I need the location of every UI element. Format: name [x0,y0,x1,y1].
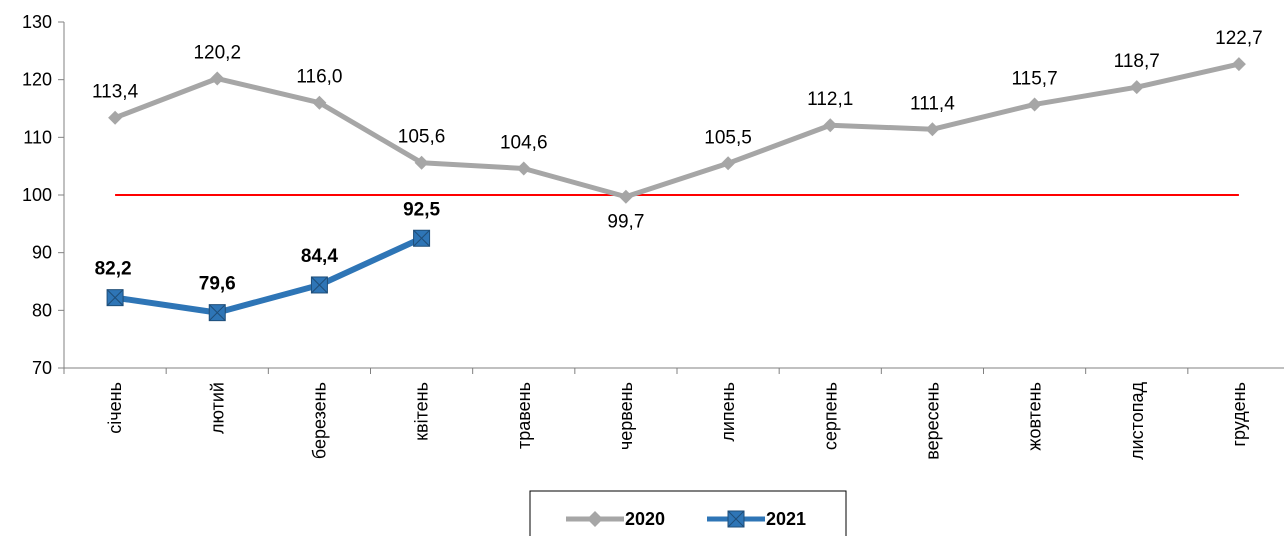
x-tick-label: січень [105,382,125,434]
y-tick-label: 70 [32,358,52,378]
data-point [414,155,429,170]
data-labels-group: 113,4 120,2 116,0 105,6 104,6 99,7 105,5 112,1 1… [92,28,1263,295]
data-label: 116,0 [296,67,342,88]
y-tick-label: 100 [22,185,52,205]
series-line-2020 [114,61,1240,200]
data-point [618,189,633,204]
x-tick-label: травень [514,382,534,449]
series-line-2021 [114,235,423,316]
series-group [106,57,1246,322]
data-point [108,110,123,125]
y-tick-label: 120 [22,70,52,90]
y-tick-label: 90 [32,243,52,263]
data-label: 84,4 [301,246,338,267]
data-label: 120,2 [193,43,241,64]
data-point [106,289,124,307]
data-label: 82,2 [95,259,132,280]
data-label: 105,6 [398,127,446,148]
x-tick-label: липень [718,382,738,442]
y-tick-label: 80 [32,300,52,320]
legend-marker-2020 [587,511,603,527]
x-tick-label: березень [309,382,329,459]
data-point [516,161,531,176]
legend-label-2020: 2020 [625,509,665,529]
data-label: 111,4 [910,93,955,114]
data-point [312,95,327,110]
data-point [208,304,226,322]
x-tick-label: листопад [1127,382,1147,460]
data-point [310,276,328,294]
data-point [1027,97,1042,112]
data-point [210,71,225,86]
legend-label-2021: 2021 [766,509,806,529]
data-label: 79,6 [199,274,236,295]
data-label: 92,5 [403,199,440,220]
data-point [721,156,736,171]
x-tick-label: жовтень [1025,382,1045,451]
data-label: 105,5 [704,127,752,148]
data-label: 99,7 [607,212,644,233]
x-tick-label: вересень [922,382,942,460]
data-label: 112,1 [807,89,853,110]
x-tick-label: квітень [412,382,432,441]
x-tick-label: червень [616,382,636,450]
data-label: 113,4 [92,82,139,103]
x-tick-label: лютий [207,382,227,434]
x-tick-label: грудень [1229,382,1249,447]
data-label: 122,7 [1215,28,1263,49]
data-point [823,118,838,133]
y-tick-label: 110 [23,127,52,147]
data-point [1129,80,1144,95]
data-point [925,122,940,137]
data-label: 104,6 [500,132,548,153]
y-tick-label: 130 [22,12,52,32]
data-point [1231,57,1246,72]
data-point [413,229,431,247]
legend-marker-2021 [727,510,745,528]
legend: 2020 2021 [529,490,847,536]
legend-box [529,490,847,536]
x-tick-label: серпень [820,382,840,450]
axes: 70 80 90 100 110 120 130 січень лютий березень кві… [22,12,1284,460]
data-label: 115,7 [1012,68,1058,89]
data-label: 118,7 [1114,51,1160,72]
